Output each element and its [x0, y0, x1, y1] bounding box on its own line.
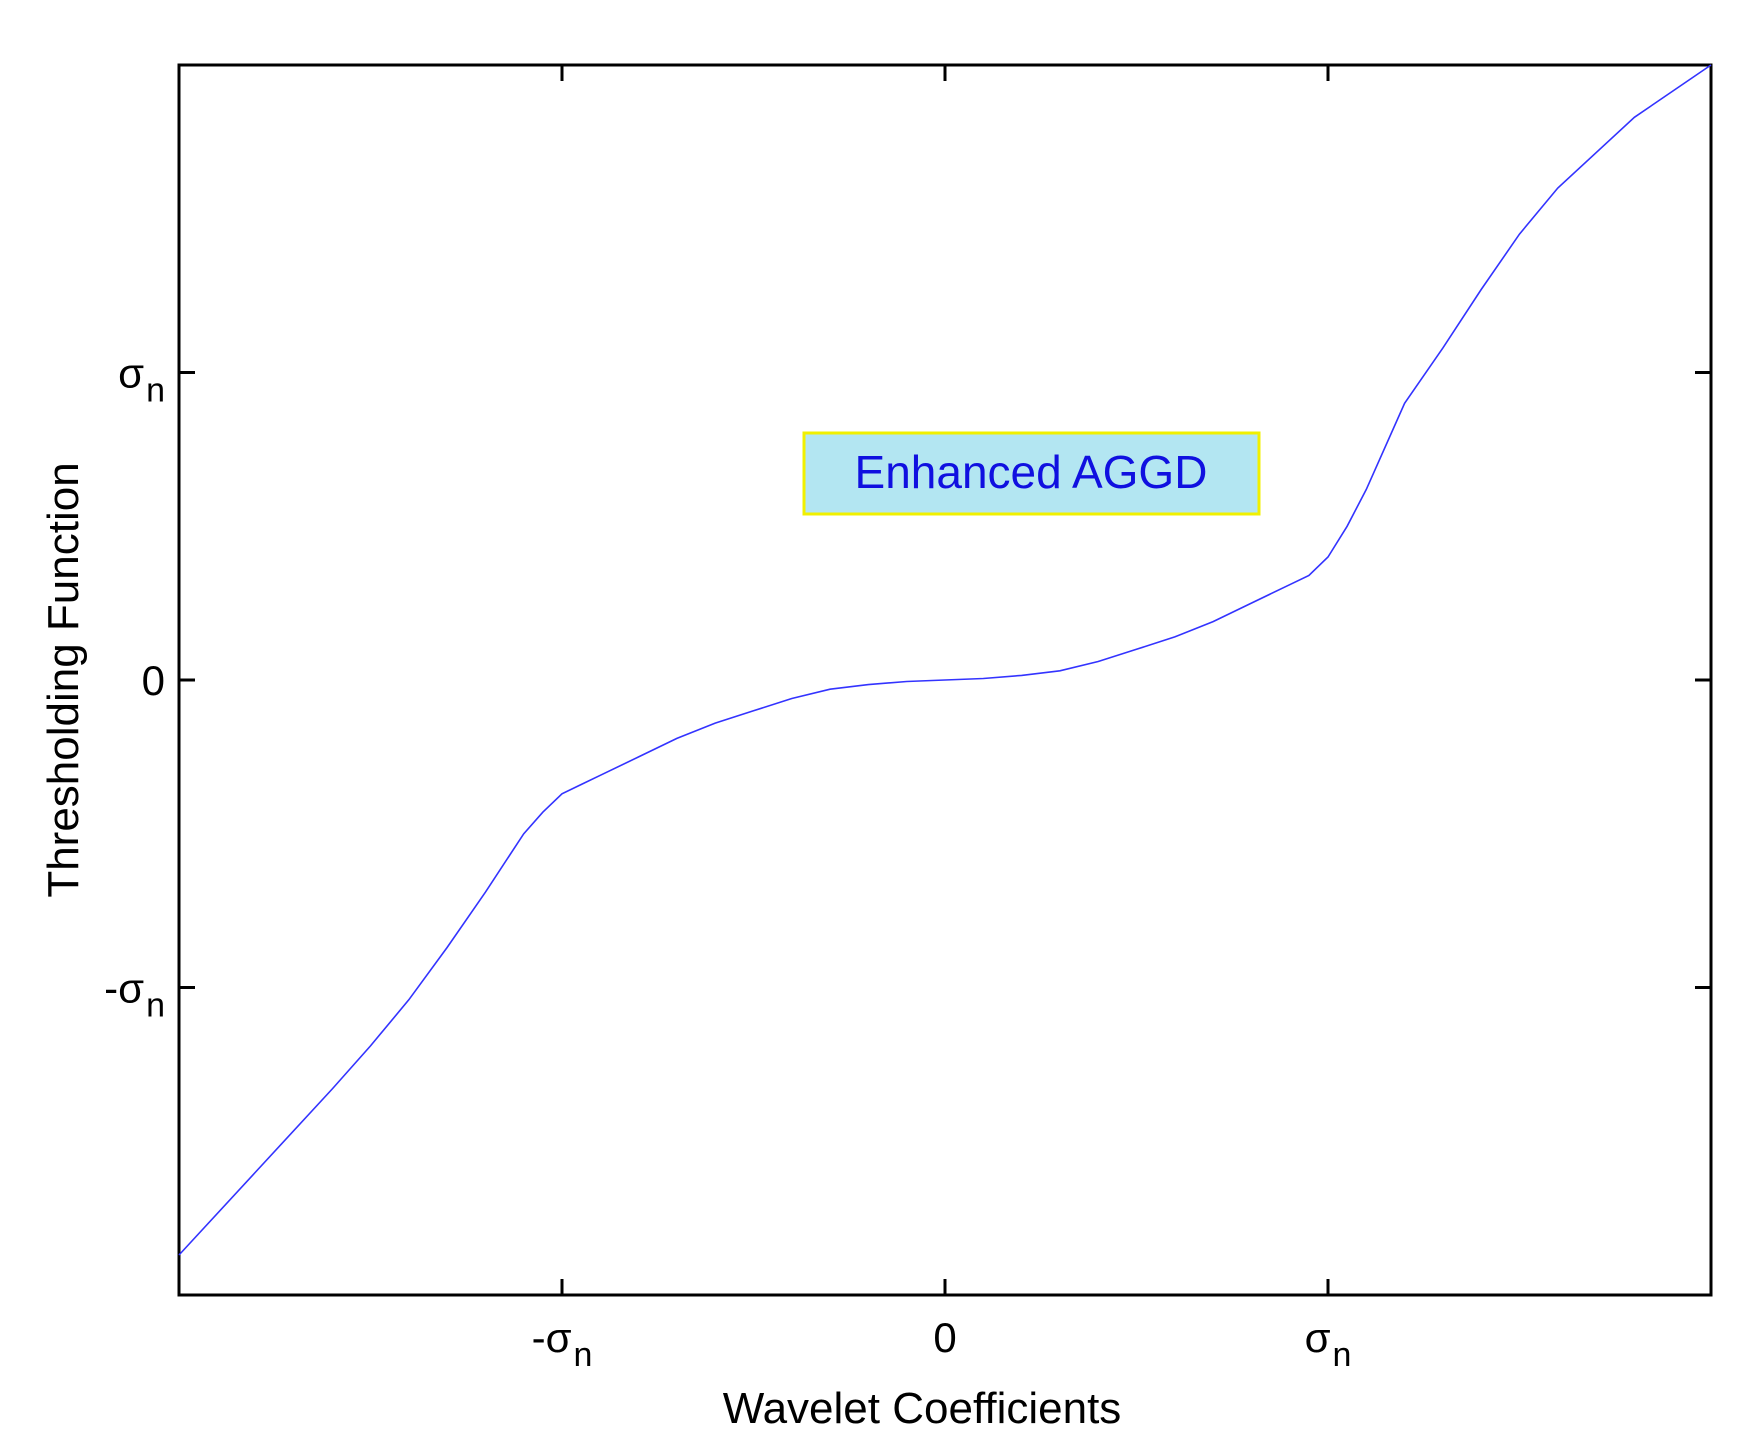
- y-tick-label-1: 0: [142, 657, 165, 704]
- annotation-background: [802, 431, 1261, 516]
- x-tick-label-1: 0: [933, 1314, 956, 1361]
- annotation-box: Enhanced AGGD: [802, 431, 1261, 516]
- y-axis-label: Thresholding Function: [39, 462, 88, 897]
- series-layer: [178, 64, 1712, 1256]
- x-axis-label: Wavelet Coefficients: [723, 1384, 1122, 1433]
- series-line-0: [178, 64, 1712, 1256]
- annotation-text: Enhanced AGGD: [855, 446, 1208, 498]
